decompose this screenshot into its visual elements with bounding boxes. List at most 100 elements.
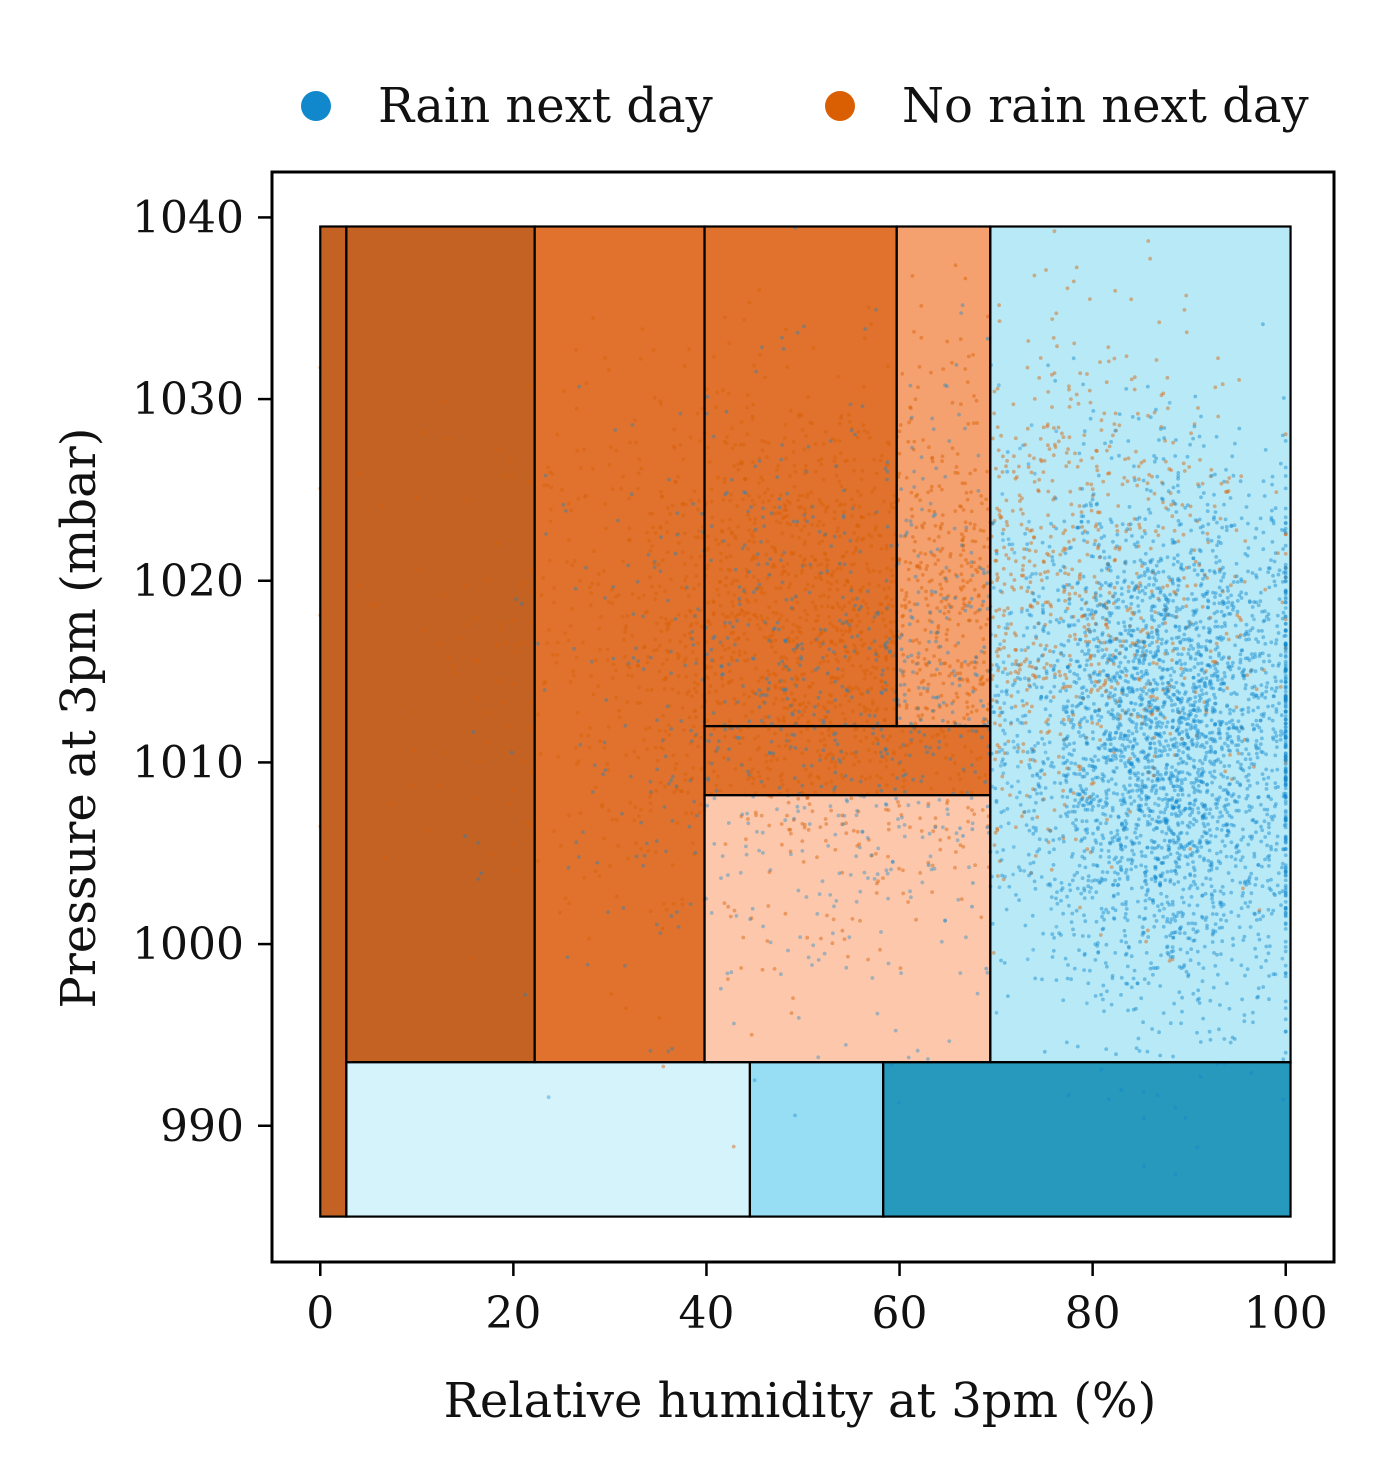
no-rain-point [948, 664, 952, 669]
rain-point [721, 539, 726, 543]
no-rain-point [1107, 471, 1112, 476]
no-rain-point [1077, 574, 1082, 579]
rain-point [722, 700, 727, 704]
no-rain-point [675, 651, 680, 656]
rain-point [784, 639, 788, 644]
rain-point [1196, 988, 1201, 993]
no-rain-point [825, 562, 830, 567]
no-rain-point [885, 607, 889, 612]
rain-point [1256, 705, 1260, 710]
no-rain-point [1045, 731, 1050, 735]
no-rain-point [972, 587, 977, 592]
rain-point [724, 409, 729, 414]
rain-point [1007, 542, 1012, 547]
no-rain-point [1185, 584, 1190, 588]
no-rain-point [1021, 563, 1025, 568]
rain-point [735, 658, 739, 663]
no-rain-point [661, 1064, 666, 1069]
no-rain-point [673, 479, 678, 484]
no-rain-point [785, 637, 790, 642]
no-rain-point [847, 629, 852, 634]
no-rain-point [504, 641, 509, 646]
no-rain-point [996, 647, 1001, 651]
rain-point [1134, 822, 1139, 827]
no-rain-point [950, 400, 955, 405]
no-rain-point [850, 514, 854, 518]
no-rain-point [804, 618, 809, 623]
no-rain-point [685, 692, 689, 696]
rain-point [784, 739, 789, 743]
no-rain-point [794, 646, 799, 651]
rain-point [629, 492, 634, 497]
no-rain-point [1283, 760, 1288, 765]
no-rain-point [650, 544, 655, 548]
no-rain-point [1096, 544, 1101, 549]
no-rain-point [794, 674, 798, 679]
no-rain-point [904, 703, 909, 707]
rain-point [1283, 1006, 1288, 1010]
no-rain-point [476, 696, 481, 701]
no-rain-point [596, 684, 601, 689]
no-rain-point [956, 471, 960, 475]
rain-point [1124, 639, 1129, 644]
rain-point [1106, 599, 1111, 604]
no-rain-point [581, 640, 585, 645]
no-rain-point [966, 618, 971, 623]
no-rain-point [996, 654, 1000, 658]
rain-point [691, 643, 696, 647]
no-rain-point [872, 486, 877, 491]
rain-point [971, 881, 975, 885]
no-rain-point [1107, 591, 1112, 595]
rain-point [693, 850, 698, 855]
no-rain-point [765, 539, 770, 544]
no-rain-point [884, 634, 889, 639]
no-rain-point [929, 488, 934, 493]
rain-point [1088, 968, 1092, 973]
no-rain-point [906, 439, 911, 444]
rain-point [1159, 953, 1163, 958]
no-rain-point [1088, 690, 1093, 695]
no-rain-point [739, 728, 743, 733]
no-rain-point [926, 801, 931, 806]
rain-point [1026, 645, 1030, 650]
no-rain-point [567, 901, 571, 906]
no-rain-point [813, 442, 818, 446]
rain-point [670, 1046, 674, 1051]
no-rain-point [878, 644, 883, 649]
rain-point [1156, 633, 1160, 637]
no-rain-point [1017, 663, 1022, 668]
rain-point [1126, 807, 1131, 812]
rain-point [909, 738, 914, 742]
no-rain-point [1105, 448, 1109, 453]
no-rain-point [689, 555, 694, 560]
no-rain-point [815, 523, 820, 528]
no-rain-point [873, 750, 878, 755]
rain-point [812, 712, 816, 717]
no-rain-point [1225, 490, 1230, 494]
no-rain-point [645, 530, 649, 535]
no-rain-point [857, 842, 862, 847]
no-rain-point [774, 696, 778, 701]
no-rain-point [844, 821, 848, 826]
rain-point [1094, 622, 1099, 627]
rain-point [1142, 732, 1146, 737]
no-rain-point [908, 405, 912, 409]
rain-point [1187, 565, 1192, 570]
no-rain-point [885, 566, 889, 571]
no-rain-point [700, 704, 704, 709]
rain-point [1031, 947, 1036, 952]
no-rain-point [958, 777, 963, 782]
no-rain-point [578, 578, 582, 583]
no-rain-point [965, 561, 970, 566]
no-rain-point [728, 554, 733, 559]
rain-point [1161, 457, 1166, 461]
rain-point [471, 730, 476, 734]
no-rain-point [947, 568, 952, 573]
rain-point [916, 685, 921, 690]
no-rain-point [850, 426, 854, 430]
no-rain-point [1085, 372, 1089, 376]
rain-point [1166, 507, 1171, 512]
rain-point [928, 854, 933, 859]
no-rain-point [884, 658, 889, 662]
rain-point [1111, 791, 1116, 795]
